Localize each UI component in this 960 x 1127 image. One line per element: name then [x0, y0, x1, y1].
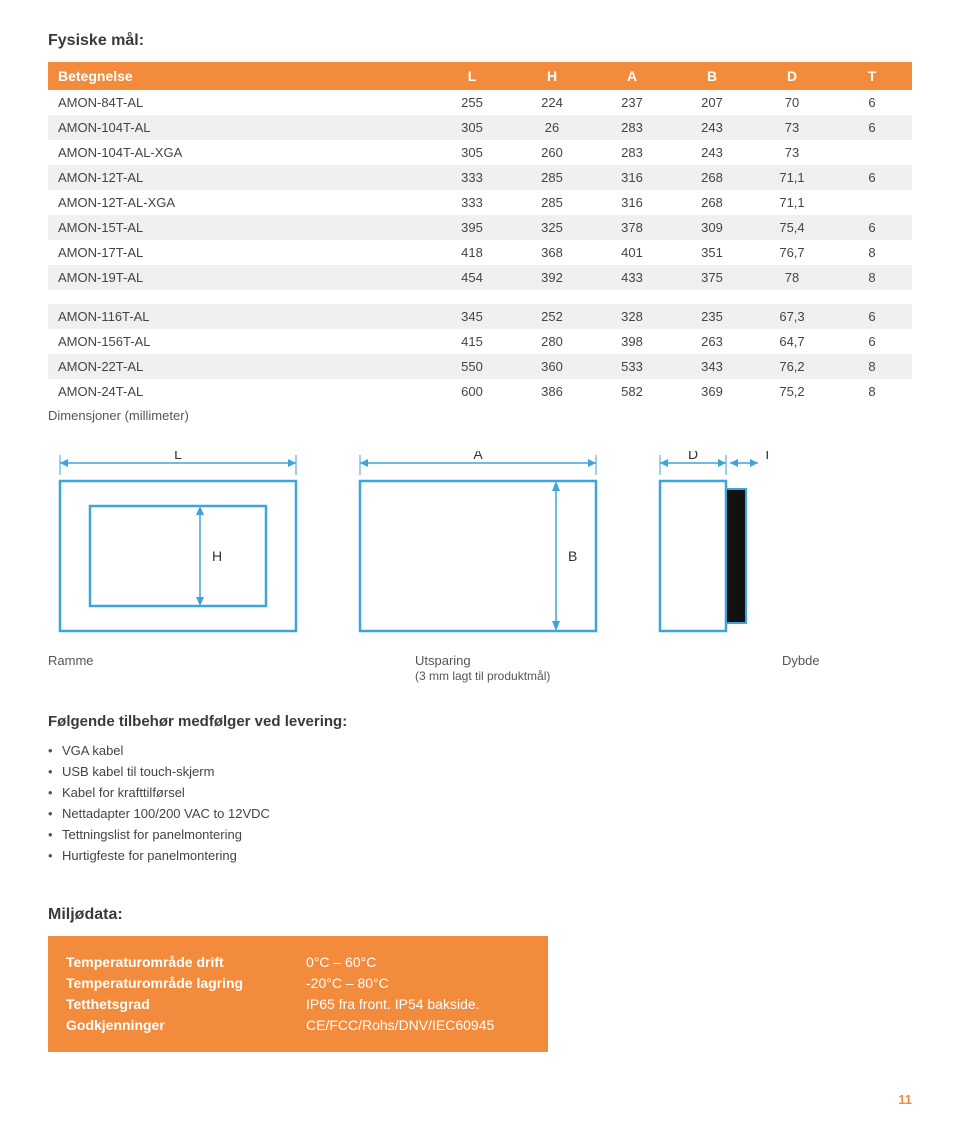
accessory-item: Hurtigfeste for panelmontering — [48, 845, 912, 866]
table-row: AMON-84T-AL255224237207706 — [48, 90, 912, 115]
svg-text:H: H — [212, 548, 222, 564]
env-title: Miljødata: — [48, 906, 912, 924]
accessory-item: Tettningslist for panelmontering — [48, 824, 912, 845]
page-number: 11 — [48, 1092, 912, 1107]
table-row: AMON-12T-AL-XGA33328531626871,1 — [48, 190, 912, 215]
svg-text:D: D — [688, 451, 698, 462]
accessory-item: VGA kabel — [48, 740, 912, 761]
diagram-dybde: D T — [648, 451, 778, 641]
env-col-labels: Temperaturområde driftTemperaturområde l… — [48, 936, 288, 1052]
env-col-values: 0°C – 60°C-20°C – 80°CIP65 fra front. IP… — [288, 936, 548, 1052]
table-row: AMON-15T-AL39532537830975,46 — [48, 215, 912, 240]
label-utsparing: Utsparing — [415, 653, 471, 668]
dimensions-table: Betegnelse L H A B D T AMON-84T-AL255224… — [48, 62, 912, 404]
col-betegnelse: Betegnelse — [48, 62, 432, 90]
table-row: AMON-116T-AL34525232823567,36 — [48, 304, 912, 329]
col-b: B — [672, 62, 752, 90]
col-h: H — [512, 62, 592, 90]
label-ramme: Ramme — [48, 653, 94, 668]
label-utsparing-sub: (3 mm lagt til produktmål) — [415, 669, 550, 683]
accessories-title: Følgende tilbehør medfølger ved levering… — [48, 713, 912, 730]
env-table: Temperaturområde driftTemperaturområde l… — [48, 936, 912, 1052]
accessory-item: USB kabel til touch-skjerm — [48, 761, 912, 782]
table-row: AMON-104T-AL-XGA30526028324373 — [48, 140, 912, 165]
col-t: T — [832, 62, 912, 90]
svg-text:L: L — [174, 451, 182, 462]
table-row: AMON-104T-AL30526283243736 — [48, 115, 912, 140]
accessory-item: Nettadapter 100/200 VAC to 12VDC — [48, 803, 912, 824]
diagram-labels: Ramme Utsparing (3 mm lagt til produktmå… — [48, 653, 912, 683]
table-row: AMON-17T-AL41836840135176,78 — [48, 240, 912, 265]
accessories-list: VGA kabelUSB kabel til touch-skjermKabel… — [48, 740, 912, 866]
physical-title: Fysiske mål: — [48, 32, 912, 50]
col-a: A — [592, 62, 672, 90]
col-d: D — [752, 62, 832, 90]
table-row: AMON-156T-AL41528039826364,76 — [48, 329, 912, 354]
accessory-item: Kabel for krafttilførsel — [48, 782, 912, 803]
label-dybde: Dybde — [782, 653, 820, 668]
svg-text:T: T — [763, 451, 772, 462]
table-row: AMON-19T-AL454392433375788 — [48, 265, 912, 290]
dimensions-caption: Dimensjoner (millimeter) — [48, 408, 912, 423]
diagram-utsparing: A B — [348, 451, 608, 641]
col-l: L — [432, 62, 512, 90]
table-row: AMON-24T-AL60038658236975,28 — [48, 379, 912, 404]
table-row: AMON-22T-AL55036053334376,28 — [48, 354, 912, 379]
diagram-row: L H A B D — [48, 451, 912, 641]
diagram-ramme: L H — [48, 451, 308, 641]
svg-text:B: B — [568, 548, 577, 564]
table-row: AMON-12T-AL33328531626871,16 — [48, 165, 912, 190]
svg-text:A: A — [473, 451, 483, 462]
